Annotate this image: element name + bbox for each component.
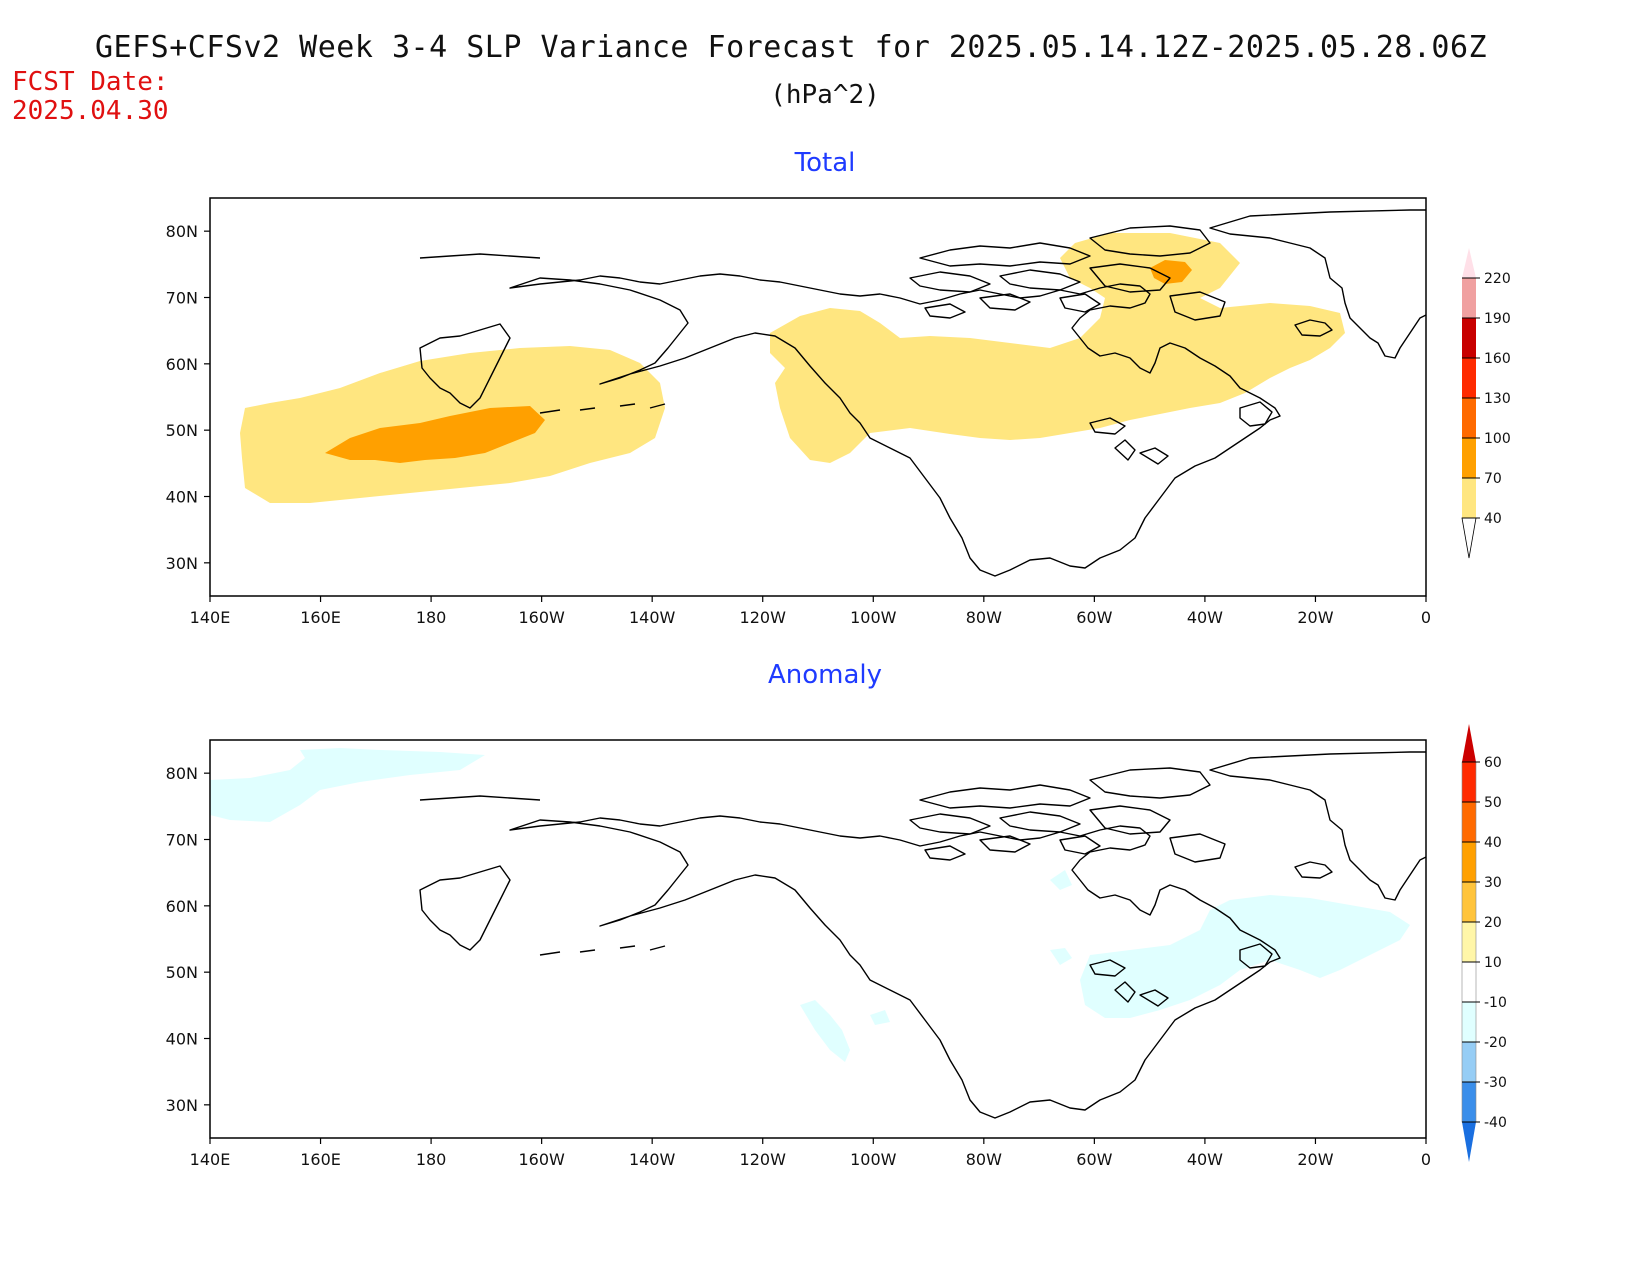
anomaly-colorbar-box (1462, 922, 1476, 962)
anomaly-colorbar-box (1462, 1002, 1476, 1042)
total-lon-label: 100W (850, 608, 897, 627)
anomaly-lat-label: 30N (166, 1096, 198, 1115)
total-map-frame (209, 197, 1427, 597)
anomaly-lon-label: 180 (416, 1150, 447, 1169)
anomaly-colorbar: -40 -30 -20 -10 10 20 30 40 50 60 (1461, 724, 1507, 1162)
anomaly-panel (209, 739, 1427, 1139)
total-lon-label: 180 (416, 608, 447, 627)
total-lon-label: 0 (1421, 608, 1431, 627)
anomaly-colorbar-label: 30 (1484, 875, 1502, 891)
total-colorbar-box (1462, 278, 1476, 318)
total-lat-label: 70N (166, 289, 198, 308)
total-colorbar-arrow (1462, 248, 1476, 278)
total-colorbar-label: 160 (1484, 351, 1511, 367)
anomaly-lat-label: 50N (166, 963, 198, 982)
anomaly-lon-label: 60W (1076, 1150, 1112, 1169)
anomaly-colorbar-label: 50 (1484, 795, 1502, 811)
total-lon-label: 60W (1076, 608, 1112, 627)
total-lon-label: 20W (1297, 608, 1333, 627)
anomaly-axes: 140E 160E 180 160W 140W 120W 100W 80W 60W 40W 20W 0… (166, 764, 1431, 1169)
total-lon-label: 80W (966, 608, 1002, 627)
anomaly-lon-label: 160E (300, 1150, 341, 1169)
total-colorbar-box (1462, 358, 1476, 398)
anomaly-colorbar-label: 20 (1484, 915, 1502, 931)
total-lon-label: 140E (190, 608, 231, 627)
total-colorbar-label: 70 (1484, 471, 1502, 487)
total-lat-label: 40N (166, 488, 198, 507)
anomaly-panel-title: Anomaly (767, 660, 883, 690)
total-axes: 140E 160E 180 160W 140W 120W 100W 80W 60W 40W 20W 0… (166, 222, 1431, 627)
anomaly-lon-label: 80W (966, 1150, 1002, 1169)
total-lon-label: 140W (629, 608, 676, 627)
anomaly-colorbar-box (1462, 1082, 1476, 1122)
total-lon-label: 40W (1187, 608, 1223, 627)
forecast-date-label: FCST Date: (12, 67, 169, 97)
anomaly-colorbar-label: -40 (1484, 1115, 1507, 1131)
anomaly-colorbar-label: -20 (1484, 1035, 1507, 1051)
total-lat-label: 60N (166, 355, 198, 374)
total-lat-label: 30N (166, 554, 198, 573)
anomaly-colorbar-label: 40 (1484, 835, 1502, 851)
anomaly-colorbar-box (1462, 1042, 1476, 1082)
anomaly-lon-label: 120W (740, 1150, 787, 1169)
forecast-date-block: FCST Date: 2025.04.30 (12, 68, 169, 126)
anomaly-lon-label: 40W (1187, 1150, 1223, 1169)
total-colorbar-box (1462, 438, 1476, 478)
anomaly-lon-label: 140E (190, 1150, 231, 1169)
anomaly-lon-label: 160W (518, 1150, 565, 1169)
anomaly-map-frame (209, 739, 1427, 1139)
total-lon-label: 160W (518, 608, 565, 627)
anomaly-lon-label: 140W (629, 1150, 676, 1169)
anomaly-colorbar-box (1462, 882, 1476, 922)
total-colorbar-box (1462, 478, 1476, 518)
total-lat-label: 80N (166, 222, 198, 241)
total-lon-label: 160E (300, 608, 341, 627)
chart-title: GEFS+CFSv2 Week 3-4 SLP Variance Forecas… (95, 30, 1488, 65)
anomaly-colorbar-label: 10 (1484, 955, 1502, 971)
units-label: (hPa^2) (770, 80, 880, 110)
anomaly-colorbar-label: 60 (1484, 755, 1502, 771)
total-colorbar: 40 70 100 130 160 190 220 (1461, 248, 1511, 559)
total-colorbar-label: 190 (1484, 311, 1511, 327)
anomaly-colorbar-top-arrow (1462, 724, 1476, 762)
forecast-date-value: 2025.04.30 (12, 96, 169, 126)
anomaly-lat-label: 60N (166, 897, 198, 916)
total-colorbar-box (1462, 398, 1476, 438)
total-colorbar-label: 130 (1484, 391, 1511, 407)
total-colorbar-box (1462, 318, 1476, 358)
anomaly-lat-label: 70N (166, 831, 198, 850)
anomaly-lat-label: 80N (166, 764, 198, 783)
anomaly-lon-label: 20W (1297, 1150, 1333, 1169)
anomaly-colorbar-box (1462, 842, 1476, 882)
total-lat-label: 50N (166, 421, 198, 440)
anomaly-lon-label: 100W (850, 1150, 897, 1169)
anomaly-colorbar-box (1462, 762, 1476, 802)
anomaly-lon-label: 0 (1421, 1150, 1431, 1169)
anomaly-colorbar-label: -30 (1484, 1075, 1507, 1091)
anomaly-lat-label: 40N (166, 1030, 198, 1049)
anomaly-colorbar-box (1462, 802, 1476, 842)
total-colorbar-tail (1461, 517, 1477, 559)
total-colorbar-label: 40 (1484, 511, 1502, 527)
anomaly-colorbar-box (1462, 962, 1476, 1002)
total-lon-label: 120W (740, 608, 787, 627)
total-panel-title: Total (794, 148, 856, 178)
total-colorbar-label: 100 (1484, 431, 1511, 447)
anomaly-colorbar-label: -10 (1484, 995, 1507, 1011)
anomaly-colorbar-bottom-arrow (1462, 1122, 1476, 1162)
total-panel (209, 197, 1427, 597)
total-colorbar-label: 220 (1484, 271, 1511, 287)
